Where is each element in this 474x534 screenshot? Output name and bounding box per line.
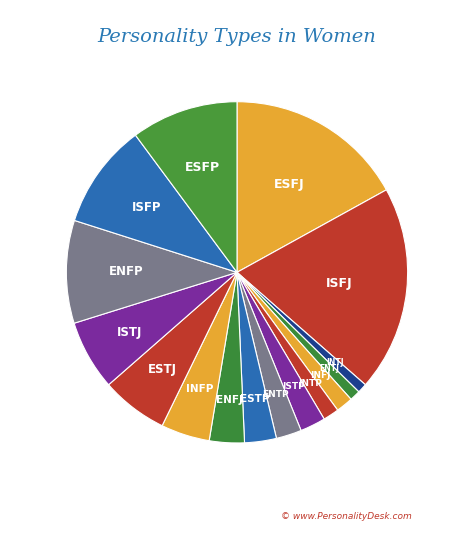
Text: © www.PersonalityDesk.com: © www.PersonalityDesk.com — [281, 512, 411, 521]
Text: INTP: INTP — [299, 379, 322, 388]
Text: ISTP: ISTP — [283, 382, 305, 391]
Text: INFP: INFP — [186, 384, 213, 395]
Text: ISFP: ISFP — [132, 201, 162, 214]
Wedge shape — [66, 221, 237, 323]
Wedge shape — [237, 272, 301, 438]
Text: ENTP: ENTP — [263, 390, 289, 399]
Wedge shape — [209, 272, 245, 443]
Text: INTJ: INTJ — [326, 358, 344, 367]
Wedge shape — [237, 272, 365, 392]
Wedge shape — [237, 272, 337, 419]
Title: Personality Types in Women: Personality Types in Women — [98, 28, 376, 46]
Text: INFJ: INFJ — [310, 371, 331, 380]
Wedge shape — [136, 101, 237, 272]
Text: ISTJ: ISTJ — [117, 326, 143, 339]
Wedge shape — [237, 272, 359, 399]
Text: ISFJ: ISFJ — [326, 277, 352, 290]
Wedge shape — [237, 272, 351, 410]
Wedge shape — [109, 272, 237, 426]
Text: ESTP: ESTP — [240, 394, 269, 404]
Text: ESFP: ESFP — [185, 161, 220, 174]
Wedge shape — [237, 272, 276, 443]
Text: ENFJ: ENFJ — [216, 395, 243, 405]
Text: ESTJ: ESTJ — [148, 364, 177, 376]
Wedge shape — [237, 272, 324, 430]
Wedge shape — [237, 190, 408, 385]
Wedge shape — [162, 272, 237, 441]
Text: ENFP: ENFP — [109, 265, 144, 279]
Wedge shape — [74, 272, 237, 385]
Wedge shape — [74, 135, 237, 272]
Text: ENTJ: ENTJ — [319, 364, 339, 373]
Wedge shape — [237, 101, 386, 272]
Text: ESFJ: ESFJ — [273, 178, 304, 191]
